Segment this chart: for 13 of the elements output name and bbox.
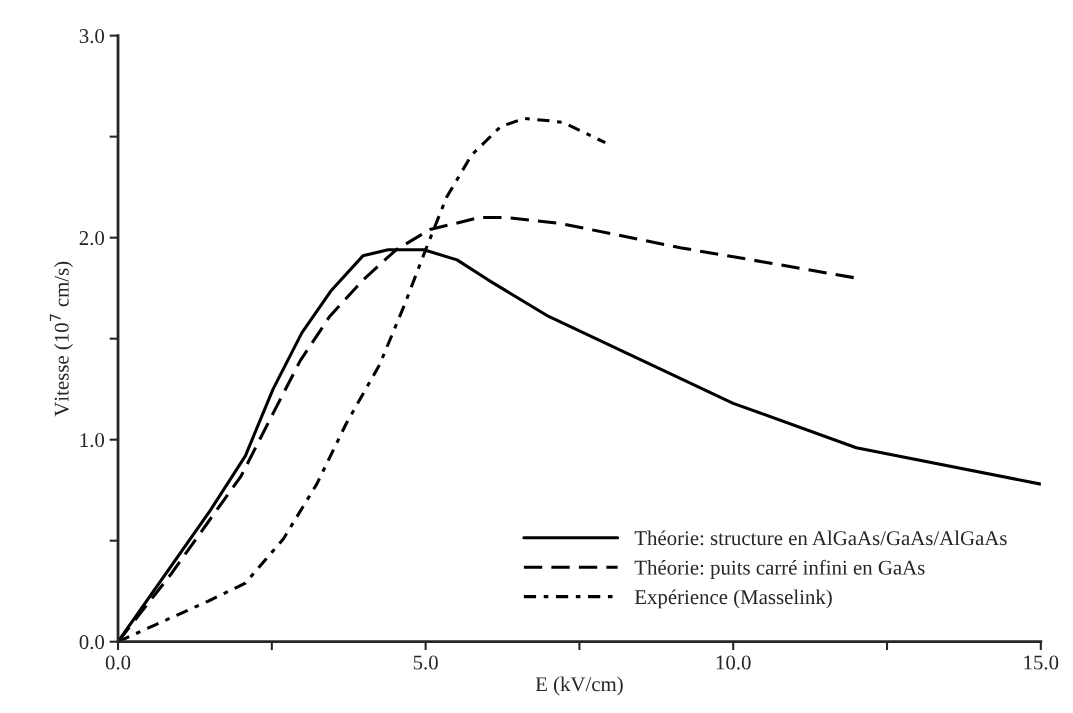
- x-axis-title: E (kV/cm): [535, 676, 623, 696]
- legend-label: Théorie: structure en AlGaAs/GaAs/AlGaAs: [634, 530, 1007, 546]
- y-tick-label: 3.0: [79, 29, 105, 44]
- y-tick-label: 0.0: [79, 635, 105, 650]
- x-tick-label: 5.0: [413, 655, 438, 670]
- y-tick-label: 1.0: [80, 433, 105, 448]
- x-tick-label: 10.0: [716, 655, 751, 670]
- legend-label: Expérience (Masselink): [634, 589, 832, 609]
- y-axis-title: Vitesse (10$^{7}$ cm/s): [49, 261, 73, 417]
- x-tick-label: 15.0: [1024, 655, 1059, 670]
- legend-label: Théorie: puits carré infini en GaAs: [634, 559, 925, 579]
- y-tick-label: 2.0: [79, 231, 105, 246]
- x-tick-label: 0.0: [105, 655, 131, 670]
